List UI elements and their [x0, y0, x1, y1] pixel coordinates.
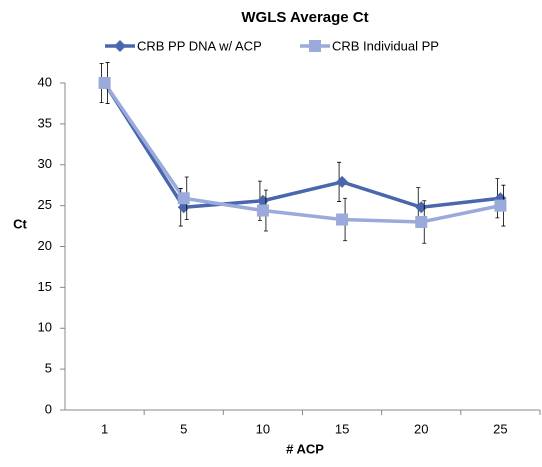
- marker: [415, 215, 428, 228]
- legend-label: CRB Individual PP: [332, 38, 439, 53]
- x-tick-label: 1: [101, 421, 108, 436]
- x-axis-label: # ACP: [286, 441, 324, 456]
- y-tick-label: 20: [38, 238, 52, 253]
- y-tick-label: 40: [38, 74, 52, 89]
- marker: [309, 40, 321, 52]
- series-line: [103, 82, 501, 224]
- chart-title: WGLS Average Ct: [241, 9, 368, 26]
- x-tick-label: 20: [414, 421, 428, 436]
- marker: [336, 175, 349, 188]
- marker: [114, 40, 126, 52]
- y-tick-label: 25: [38, 197, 52, 212]
- x-tick-label: 15: [335, 421, 349, 436]
- marker: [256, 204, 269, 217]
- y-tick-label: 0: [45, 401, 52, 416]
- marker: [415, 201, 428, 214]
- marker: [177, 192, 190, 205]
- x-tick-label: 25: [493, 421, 507, 436]
- y-tick-label: 5: [45, 361, 52, 376]
- y-axis-label: Ct: [13, 216, 27, 231]
- marker: [336, 213, 349, 226]
- x-tick-label: 10: [256, 421, 270, 436]
- series-line: [103, 82, 501, 210]
- legend-label: CRB PP DNA w/ ACP: [137, 38, 262, 53]
- x-tick-label: 5: [180, 421, 187, 436]
- marker: [494, 199, 507, 212]
- y-tick-label: 35: [38, 115, 52, 130]
- marker: [98, 77, 111, 89]
- y-tick-label: 15: [38, 279, 52, 294]
- y-tick-label: 10: [38, 320, 52, 335]
- y-tick-label: 30: [38, 156, 52, 171]
